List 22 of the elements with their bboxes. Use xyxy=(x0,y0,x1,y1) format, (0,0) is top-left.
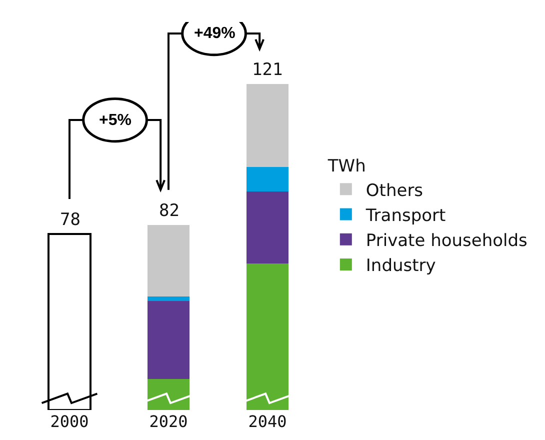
bar xyxy=(246,84,288,167)
x-tick-label: 2020 xyxy=(149,412,188,431)
legend-label: Others xyxy=(366,180,424,201)
bar xyxy=(148,300,190,380)
bar xyxy=(246,263,288,410)
bar xyxy=(148,296,190,301)
bar xyxy=(148,379,190,410)
annotation: 121 xyxy=(252,60,283,80)
bar xyxy=(48,232,92,410)
legend-label: Industry xyxy=(366,256,436,276)
bar xyxy=(246,166,288,192)
x-tick-label: 2040 xyxy=(248,412,287,431)
bar xyxy=(246,192,288,264)
annotation: 82 xyxy=(159,201,180,221)
legend-title: TWh xyxy=(326,156,366,177)
x-tick-label: 2000 xyxy=(50,412,89,431)
legend-label: Transport xyxy=(364,206,446,226)
annotation: +5% xyxy=(99,112,132,129)
bar xyxy=(148,224,190,297)
annotation: 78 xyxy=(60,210,80,230)
legend-label: Private households xyxy=(366,230,528,251)
text: +49% xyxy=(194,25,236,42)
